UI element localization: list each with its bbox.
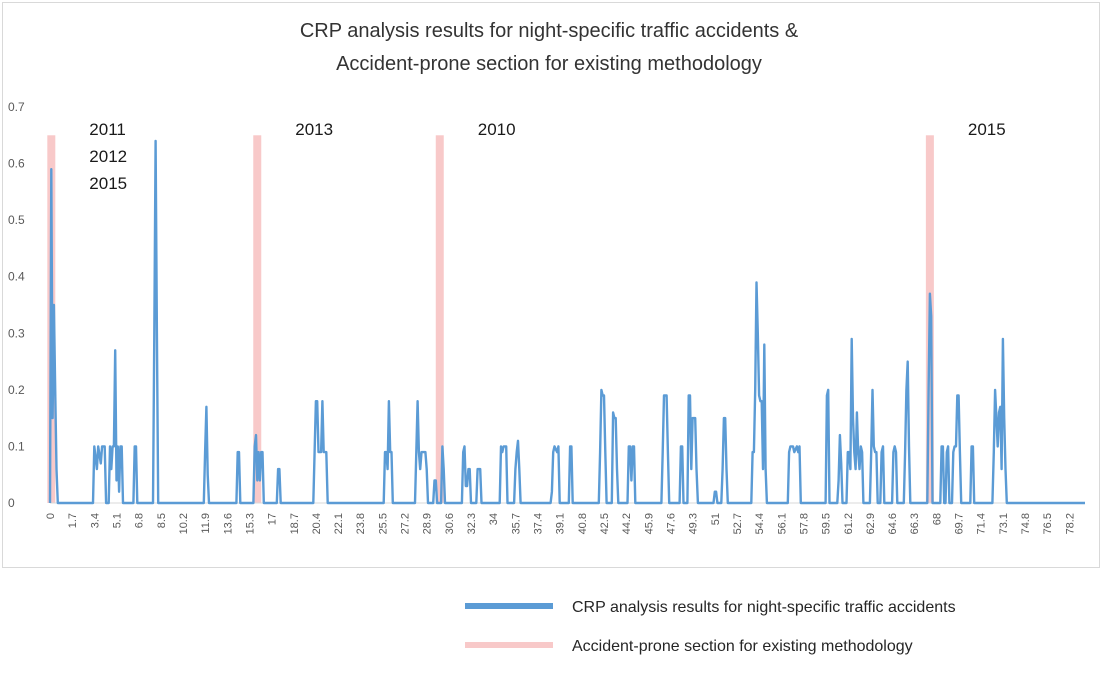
x-tick-label: 15.3	[244, 513, 256, 534]
x-tick-label: 23.8	[355, 513, 367, 534]
x-tick-label: 52.7	[732, 513, 744, 534]
y-tick-label: 0.4	[8, 270, 25, 284]
accident-prone-band-3	[435, 135, 444, 504]
x-tick-label: 0	[45, 513, 57, 519]
y-tick-label: 0.3	[8, 326, 25, 340]
year-annotation: 2010	[478, 120, 516, 139]
x-tick-label: 56.1	[776, 513, 788, 534]
year-annotation: 2015	[968, 120, 1006, 139]
x-tick-label: 22.1	[333, 513, 345, 534]
x-tick-label: 51	[710, 513, 722, 525]
accident-prone-band-2	[253, 135, 262, 504]
x-tick-label: 73.1	[998, 513, 1010, 534]
x-tick-label: 6.8	[134, 513, 146, 528]
x-tick-label: 49.3	[688, 513, 700, 534]
x-tick-label: 57.8	[798, 513, 810, 534]
legend-label-accident-prone: Accident-prone section for existing meth…	[572, 638, 913, 655]
x-tick-label: 78.2	[1064, 513, 1076, 534]
x-tick-label: 25.5	[377, 513, 389, 534]
x-tick-label: 8.5	[156, 513, 168, 528]
y-tick-label: 0.1	[8, 439, 25, 453]
x-tick-label: 54.4	[754, 513, 766, 534]
chart-title-line-2: Accident-prone section for existing meth…	[336, 53, 762, 75]
accident-prone-bands	[47, 135, 934, 504]
x-axis: 0 1.7 3.4 5.1 6.8 8.5 10.2 11.9 13.6 15.3 17 18.7 20…	[45, 502, 1085, 534]
x-tick-label: 20.4	[311, 513, 323, 534]
x-tick-label: 62.9	[865, 513, 877, 534]
x-tick-label: 59.5	[821, 513, 833, 534]
x-tick-label: 18.7	[289, 513, 301, 534]
x-tick-label: 27.2	[400, 513, 412, 534]
x-tick-label: 3.4	[89, 513, 101, 528]
x-tick-label: 30.6	[444, 513, 456, 534]
x-tick-label: 28.9	[422, 513, 434, 534]
y-tick-label: 0.7	[8, 100, 25, 114]
x-tick-label: 61.2	[843, 513, 855, 534]
chart-frame	[2, 2, 1100, 568]
y-tick-label: 0	[8, 496, 15, 510]
x-tick-label: 40.8	[577, 513, 589, 534]
x-tick-label: 34	[488, 513, 500, 525]
x-tick-label: 17	[267, 513, 279, 525]
x-tick-label: 71.4	[976, 513, 988, 534]
y-tick-label: 0.2	[8, 383, 25, 397]
x-tick-label: 11.9	[200, 513, 212, 534]
chart-title-line-1: CRP analysis results for night-specific …	[300, 20, 799, 42]
x-tick-label: 47.6	[665, 513, 677, 534]
year-annotation: 2012	[89, 147, 127, 166]
x-tick-label: 44.2	[621, 513, 633, 534]
x-tick-label: 13.6	[222, 513, 234, 534]
y-tick-label: 0.6	[8, 157, 25, 171]
year-annotations: 2011 2012 2015 2013 2010 2015	[89, 120, 1005, 193]
year-annotation: 2013	[295, 120, 333, 139]
x-tick-label: 37.4	[533, 513, 545, 534]
x-tick-label: 69.7	[954, 513, 966, 534]
year-annotation: 2015	[89, 174, 127, 193]
x-tick-label: 66.3	[909, 513, 921, 534]
crp-series-line	[48, 139, 1085, 505]
y-axis: 0 0.1 0.2 0.3 0.4 0.5 0.6 0.7	[8, 100, 25, 510]
y-tick-label: 0.5	[8, 213, 25, 227]
x-tick-label: 1.7	[67, 513, 79, 528]
x-tick-label: 32.3	[466, 513, 478, 534]
crp-series	[48, 139, 1085, 505]
legend-label-crp: CRP analysis results for night-specific …	[572, 599, 956, 616]
x-tick-label: 35.7	[510, 513, 522, 534]
x-tick-label: 68	[931, 513, 943, 525]
x-tick-label: 10.2	[178, 513, 190, 534]
x-tick-label: 76.5	[1042, 513, 1054, 534]
x-tick-label: 5.1	[111, 513, 123, 528]
x-tick-label: 64.6	[887, 513, 899, 534]
x-tick-label: 42.5	[599, 513, 611, 534]
legend: CRP analysis results for night-specific …	[465, 599, 956, 655]
year-annotation: 2011	[89, 120, 126, 139]
x-tick-label: 74.8	[1020, 513, 1032, 534]
x-tick-label: 39.1	[555, 513, 567, 534]
x-tick-label: 45.9	[643, 513, 655, 534]
